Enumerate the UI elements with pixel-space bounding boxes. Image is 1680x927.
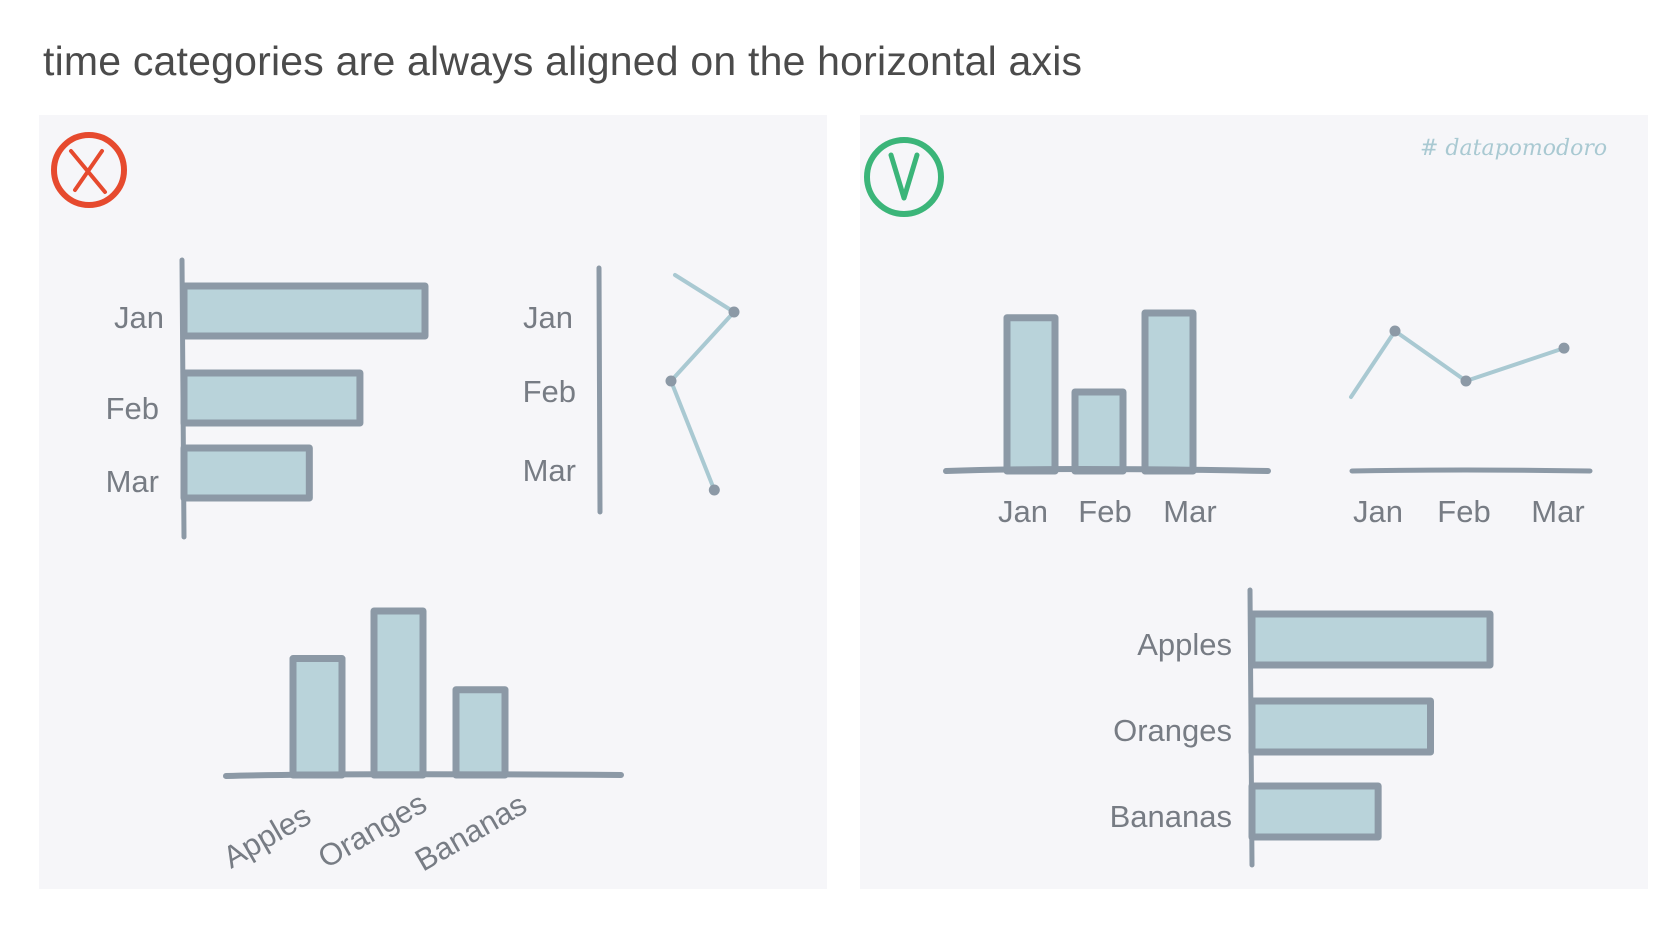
- wrong-monthly-line-axis: [596, 265, 603, 515]
- right-monthly-bar-label: Feb: [1078, 494, 1131, 529]
- right-monthly-line-point: [1558, 342, 1570, 354]
- wrong-monthly-line-label: Feb: [523, 374, 576, 409]
- right-monthly-line-label: Mar: [1531, 494, 1584, 529]
- right-monthly-bar-chart: Jan Feb Mar: [943, 309, 1271, 529]
- wrong-fruit-bar-chart: Apples Oranges Bananas: [217, 607, 624, 879]
- wrong-fruit-bar-label: Apples: [217, 797, 317, 875]
- wrong-fruit-bar-label: Oranges: [312, 785, 432, 875]
- wrong-fruit-bar: [289, 655, 346, 779]
- right-example-panel: # datapomodoro Jan Feb Mar Jan Feb Mar A…: [860, 115, 1648, 889]
- wrong-monthly-bar-label: Feb: [106, 391, 159, 426]
- right-monthly-line-point: [1460, 375, 1472, 387]
- right-fruit-bar: [1248, 610, 1494, 669]
- wrong-monthly-bar: [180, 369, 364, 427]
- wrong-fruit-bar-label: Bananas: [409, 787, 532, 879]
- wrong-fruit-bar: [452, 686, 509, 779]
- wrong-monthly-line-label: Mar: [523, 453, 576, 488]
- wrong-monthly-bar-label: Mar: [106, 464, 159, 499]
- right-fruit-bar-label: Oranges: [1113, 713, 1232, 748]
- wrong-monthly-line-path: [669, 273, 736, 492]
- wrong-example-panel: Jan Feb Mar Jan Feb Mar Apples Oranges B…: [39, 115, 827, 889]
- check-v-circle-icon: [864, 137, 944, 217]
- right-fruit-bar-label: Bananas: [1110, 799, 1232, 834]
- wrong-fruit-bar-baseline: [223, 771, 624, 779]
- wrong-monthly-line-chart: Jan Feb Mar: [523, 265, 740, 515]
- right-monthly-bar-label: Mar: [1163, 494, 1216, 529]
- page-title: time categories are always aligned on th…: [43, 38, 1083, 84]
- right-monthly-line-path: [1349, 329, 1566, 399]
- right-monthly-line-label: Feb: [1437, 494, 1490, 529]
- wrong-example-canvas: Jan Feb Mar Jan Feb Mar Apples Oranges B…: [51, 132, 740, 879]
- wrong-monthly-line-point: [665, 375, 677, 387]
- right-monthly-line-chart: Jan Feb Mar: [1349, 325, 1593, 529]
- wrong-monthly-line-point: [708, 484, 720, 496]
- right-fruit-bar-label: Apples: [1137, 627, 1232, 662]
- right-monthly-line-label: Jan: [1353, 494, 1403, 529]
- right-monthly-bar-baseline: [943, 466, 1271, 474]
- wrong-monthly-bar-label: Jan: [114, 300, 164, 335]
- right-monthly-bar: [1071, 388, 1127, 475]
- right-fruit-bar: [1248, 782, 1382, 841]
- right-monthly-line-point: [1389, 325, 1401, 337]
- right-example-canvas: # datapomodoro Jan Feb Mar Jan Feb Mar A…: [864, 136, 1607, 868]
- right-monthly-bar: [1141, 309, 1197, 475]
- wrong-monthly-line-point: [728, 306, 740, 318]
- wrong-monthly-bar: [180, 444, 313, 502]
- wrong-monthly-bar-chart: Jan Feb Mar: [106, 257, 429, 540]
- wrong-fruit-bar: [370, 607, 427, 779]
- watermark-text: # datapomodoro: [1420, 136, 1607, 161]
- right-monthly-bar: [1003, 314, 1059, 475]
- right-fruit-bar-chart: Apples Oranges Bananas: [1110, 587, 1494, 868]
- right-monthly-line-baseline: [1349, 467, 1593, 474]
- x-circle-icon: [51, 132, 127, 208]
- right-fruit-bar: [1248, 697, 1434, 756]
- wrong-monthly-line-label: Jan: [523, 300, 573, 335]
- wrong-monthly-bar: [180, 282, 429, 340]
- right-monthly-bar-label: Jan: [998, 494, 1048, 529]
